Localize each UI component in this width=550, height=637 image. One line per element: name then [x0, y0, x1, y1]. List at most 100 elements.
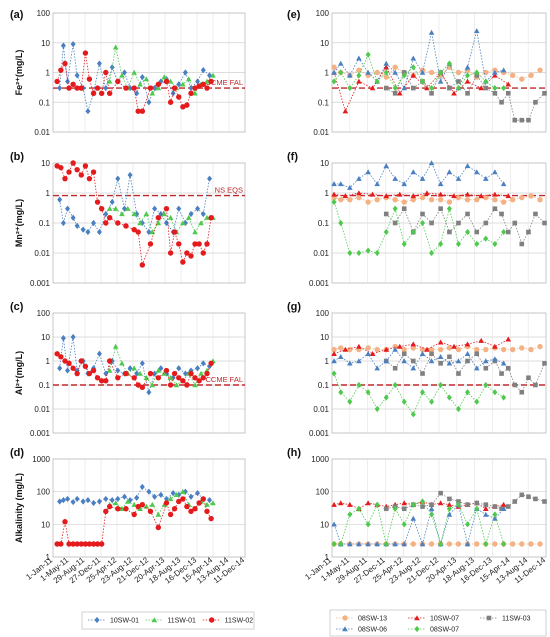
data-point [58, 541, 64, 547]
data-point [356, 55, 362, 61]
data-point [188, 84, 194, 92]
data-point [505, 365, 511, 371]
data-point [78, 172, 84, 178]
data-point [180, 220, 186, 226]
data-point [70, 214, 76, 221]
series-line [334, 346, 541, 350]
data-point [356, 72, 362, 79]
data-point [478, 85, 485, 91]
data-point [369, 85, 376, 91]
data-point [86, 541, 93, 547]
data-point [192, 382, 198, 388]
data-point [137, 370, 143, 376]
data-point [208, 215, 214, 221]
data-point [455, 405, 461, 413]
plot-frame [331, 312, 547, 434]
data-point [176, 375, 182, 381]
data-point [146, 99, 152, 106]
series-10SW-07 [331, 336, 512, 356]
data-point [65, 367, 71, 374]
panel-d: 1000 100 10 1 (d) Alkalinity (mg/L) [10, 447, 246, 562]
data-point [383, 85, 389, 91]
data-point [464, 163, 471, 169]
data-point [483, 365, 489, 371]
data-point [392, 84, 398, 92]
data-point [200, 496, 206, 502]
y-tick-label: 10 [320, 39, 329, 48]
data-point [98, 90, 105, 96]
data-point [170, 490, 176, 497]
data-point [91, 499, 97, 507]
data-point [70, 541, 76, 547]
legend-marker [486, 615, 492, 621]
y-tick-label: 1 [325, 189, 330, 198]
y-tick-label: 1 [46, 553, 51, 562]
data-point [392, 220, 398, 226]
data-point [396, 343, 403, 349]
data-point [365, 389, 371, 396]
data-point [410, 64, 416, 71]
data-point [526, 229, 531, 235]
data-point [419, 194, 426, 201]
data-point [492, 343, 498, 349]
data-point [74, 367, 80, 374]
data-point [173, 492, 180, 498]
series-line [333, 66, 509, 113]
legend-label: 08SW-06 [358, 627, 387, 634]
data-point [196, 378, 202, 384]
data-point [200, 250, 206, 256]
data-point [510, 346, 516, 353]
data-point [82, 50, 89, 56]
data-point [103, 210, 109, 218]
data-point [474, 541, 480, 547]
data-point [119, 211, 125, 217]
data-point [401, 351, 407, 357]
data-point [451, 90, 457, 96]
data-point [392, 346, 398, 352]
data-point [176, 498, 182, 505]
data-point [419, 541, 426, 547]
data-point [447, 496, 452, 502]
legend-label: 08SW-13 [358, 616, 387, 623]
data-point [492, 90, 498, 96]
data-point [528, 72, 534, 79]
series-11SW-02 [54, 351, 214, 391]
data-point [121, 69, 127, 76]
data-point [210, 72, 216, 78]
data-point [338, 219, 344, 227]
data-point [429, 398, 435, 405]
data-point [134, 90, 140, 97]
data-point [437, 346, 444, 353]
data-point [65, 205, 71, 212]
data-point [512, 117, 518, 123]
data-point [419, 346, 426, 353]
data-point [146, 488, 152, 495]
y-tick-label: 100 [37, 9, 51, 18]
data-point [401, 346, 407, 353]
data-point [176, 205, 182, 212]
data-point [57, 84, 63, 92]
y-tick-label: 0.001 [30, 279, 51, 288]
data-point [176, 81, 182, 88]
y-tick-label: 100 [37, 488, 51, 497]
data-point [200, 375, 206, 381]
data-point [410, 341, 417, 347]
data-point [115, 220, 121, 226]
data-point [392, 64, 398, 70]
y-tick-label: 0.01 [34, 249, 50, 258]
data-point [401, 240, 407, 248]
panel-h: 1000 100 10 1 (h) [287, 447, 547, 562]
data-point [158, 78, 164, 85]
legend-marker [208, 617, 215, 623]
data-point [176, 365, 182, 372]
data-point [446, 541, 453, 547]
data-point [171, 370, 178, 377]
plot-frame [52, 458, 246, 558]
data-point [365, 69, 371, 75]
data-point [396, 90, 403, 96]
data-point [499, 99, 504, 105]
data-point [66, 360, 72, 367]
legend-frame [329, 609, 547, 637]
data-point [78, 541, 84, 547]
panel-e: 100 10 1 0.1 0.01 (e) [287, 9, 547, 137]
